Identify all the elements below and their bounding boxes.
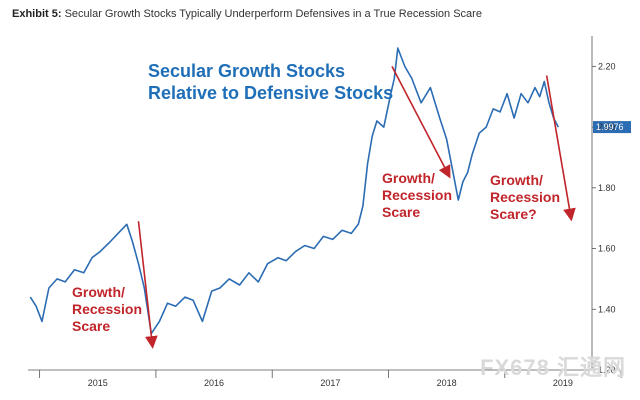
annotation-3-line1: Growth/ xyxy=(490,172,543,188)
annotation-arrows xyxy=(137,65,576,349)
annotation-2-line3: Scare xyxy=(382,204,421,220)
annotation-3-line3: Scare? xyxy=(490,206,537,222)
axis-labels: 1.20 1.40 1.60 1.80 2.00 2.20 2015 2016 2017 2018… xyxy=(88,61,624,388)
series-layer xyxy=(29,47,631,335)
x-tick-label: 2019 xyxy=(553,378,573,388)
annotation-2-line1: Growth/ xyxy=(382,170,435,186)
annotation-3-line2: Recession xyxy=(490,189,561,205)
last-value-box xyxy=(593,121,631,134)
axes xyxy=(28,36,622,378)
y-tick-label: 1.40 xyxy=(598,304,616,314)
watermark: FX678 汇通网 xyxy=(480,355,626,380)
x-tick-label: 2016 xyxy=(204,378,224,388)
x-tick-label: 2018 xyxy=(437,378,457,388)
x-tick-label: 2015 xyxy=(88,378,108,388)
y-tick-label: 2.00 xyxy=(598,122,616,132)
chart-title-line1: Secular Growth Stocks xyxy=(148,61,346,81)
annotation-arrow xyxy=(391,65,451,179)
exhibit-label: Exhibit 5: xyxy=(12,8,62,20)
annotation-arrow xyxy=(137,221,158,349)
chart-title: Secular Growth Stocks Relative to Defens… xyxy=(148,60,393,104)
annotation-2: Growth/ Recession Scare xyxy=(382,170,452,221)
y-tick-label: 1.60 xyxy=(598,244,616,254)
chart-title-line2: Relative to Defensive Stocks xyxy=(148,83,394,103)
y-tick-label: 1.80 xyxy=(598,183,616,193)
annotation-2-line2: Recession xyxy=(382,187,453,203)
exhibit-text: Secular Growth Stocks Typically Underper… xyxy=(64,8,482,20)
exhibit-caption: Exhibit 5: Secular Growth Stocks Typical… xyxy=(12,8,482,20)
annotation-arrow xyxy=(545,75,576,222)
annotation-1-line1: Growth/ xyxy=(72,284,125,300)
annotation-1-line2: Recession xyxy=(72,301,143,317)
last-value-label: 1.9976 xyxy=(596,122,624,132)
series-line xyxy=(29,47,560,335)
y-tick-label: 1.20 xyxy=(598,365,616,375)
annotation-3: Growth/ Recession Scare? xyxy=(490,172,560,223)
annotation-1-line3: Scare xyxy=(72,318,111,334)
annotation-1: Growth/ Recession Scare xyxy=(72,284,142,335)
y-tick-label: 2.20 xyxy=(598,61,616,71)
x-tick-label: 2017 xyxy=(320,378,340,388)
